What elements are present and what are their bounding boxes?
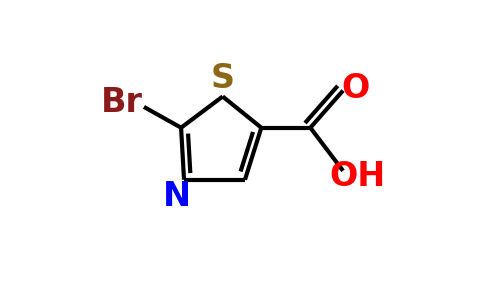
Text: O: O: [341, 72, 370, 105]
Text: S: S: [211, 62, 235, 95]
Text: N: N: [163, 181, 191, 214]
Text: Br: Br: [101, 86, 143, 119]
Text: OH: OH: [329, 160, 385, 193]
